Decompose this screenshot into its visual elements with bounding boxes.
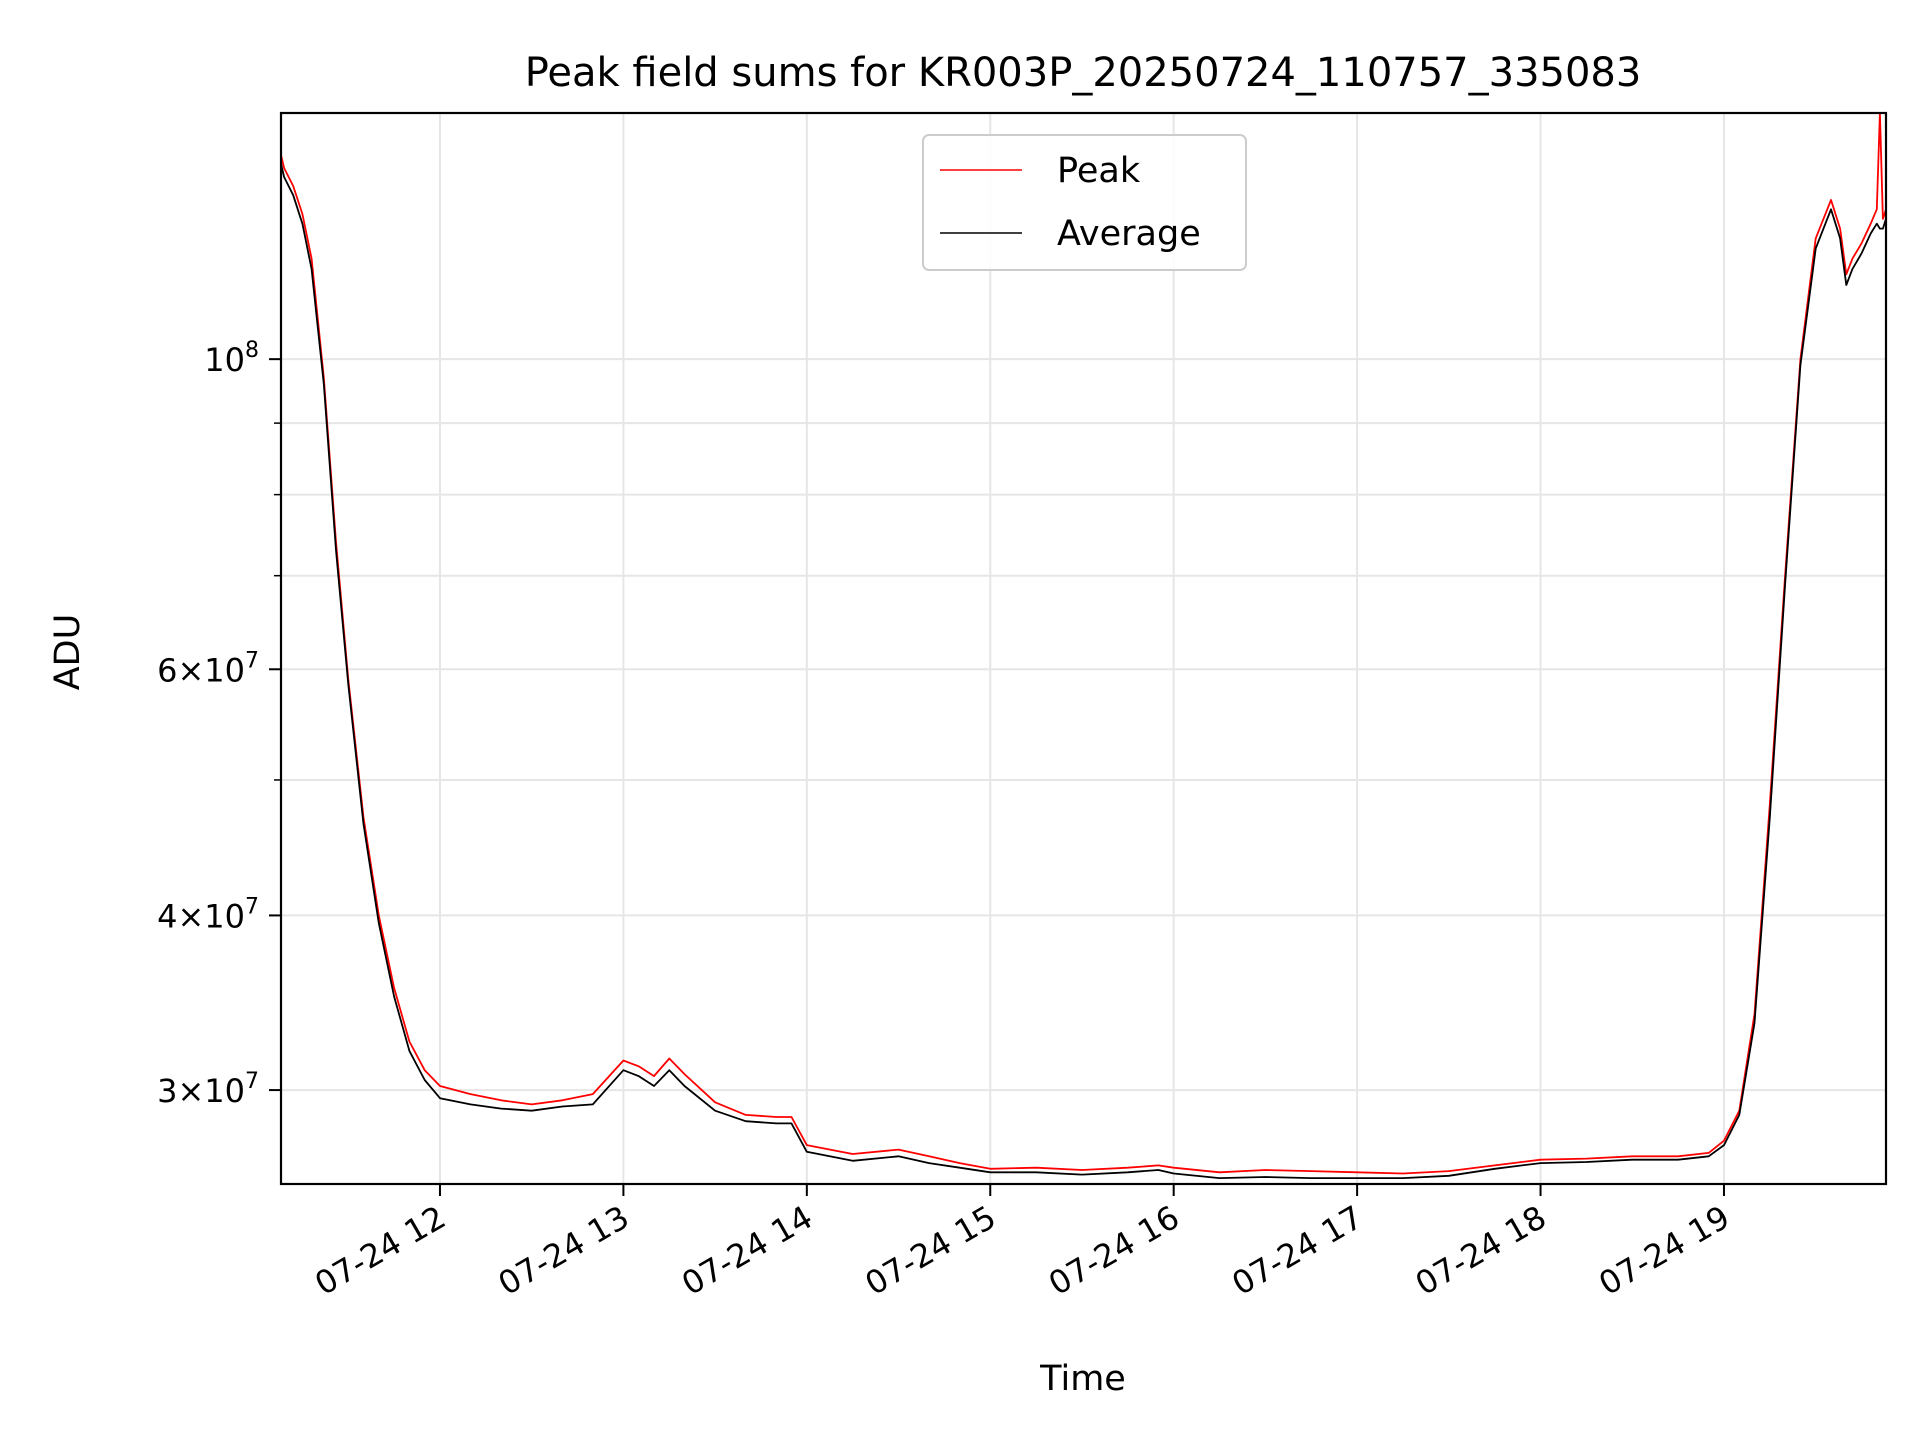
legend-box: [922, 134, 1247, 271]
y-tick-label: 6×107: [157, 648, 259, 689]
data-layer: [280, 112, 1887, 1179]
legend: Peak Average: [922, 134, 1247, 271]
x-axis-label: Time: [1039, 1359, 1126, 1399]
y-tick-label: 4×107: [157, 894, 259, 935]
y-tick-label: 108: [204, 338, 259, 379]
legend-label-average: Average: [1057, 214, 1201, 254]
grid-layer: [281, 113, 1886, 1184]
y-axis-label: ADU: [48, 614, 88, 691]
y-tick-label: 3×107: [157, 1069, 259, 1110]
chart-title: Peak field sums for KR003P_20250724_1107…: [525, 50, 1642, 96]
legend-label-peak: Peak: [1057, 151, 1141, 191]
plot-frame: [279, 111, 1888, 1186]
series-line-average: [280, 163, 1887, 1179]
